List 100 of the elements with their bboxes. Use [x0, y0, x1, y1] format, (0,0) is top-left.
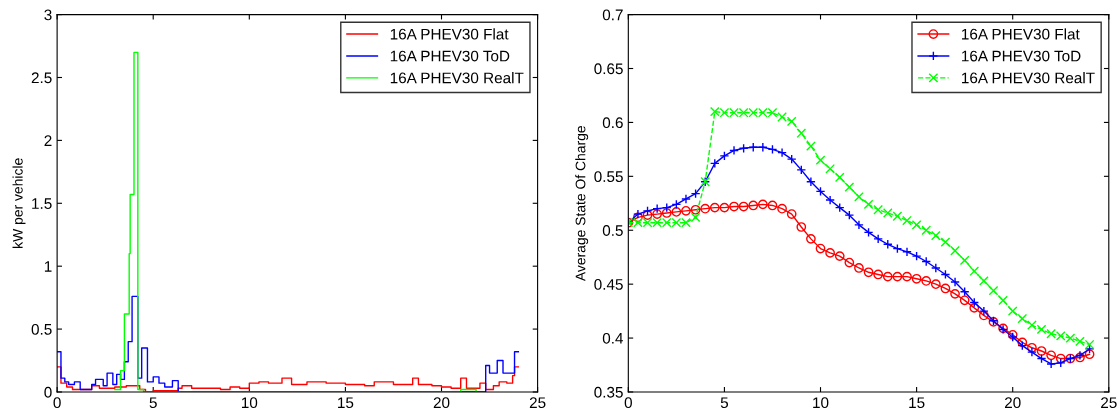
point: [719, 202, 730, 213]
point: [1046, 350, 1057, 361]
y-tick-label: 3: [44, 9, 52, 21]
point: [854, 219, 864, 230]
legend-label: 16A PHEV30 Flat: [962, 28, 1080, 40]
point: [825, 195, 835, 205]
y-tick-label: 0.5: [602, 225, 623, 236]
point: [854, 263, 864, 273]
point: [911, 273, 922, 284]
point: [729, 145, 739, 156]
point: [796, 165, 807, 175]
point: [642, 205, 653, 216]
point: [709, 202, 720, 213]
point: [1084, 339, 1095, 350]
point: [882, 208, 893, 218]
point: [786, 154, 797, 164]
point: [902, 246, 912, 257]
point: [671, 207, 682, 217]
point: [796, 128, 807, 139]
point: [873, 269, 884, 280]
point: [777, 112, 787, 122]
legend-label: 16A PHEV30 ToD: [390, 50, 510, 62]
point: [873, 234, 884, 244]
y-tick-label: 0.6: [602, 117, 623, 129]
point: [825, 163, 835, 174]
point: [1036, 324, 1047, 335]
point: [988, 285, 999, 296]
point: [911, 251, 922, 261]
point: [652, 209, 663, 219]
legend-label: 16A PHEV30 RealT: [962, 72, 1095, 84]
point: [700, 203, 711, 214]
point: [806, 176, 816, 187]
x-tick-label: 0: [624, 397, 632, 409]
y-tick-label: 1.5: [32, 198, 52, 209]
point: [873, 204, 884, 215]
point: [1055, 353, 1066, 364]
x-tick-label: 15: [909, 397, 925, 409]
point: [863, 267, 874, 278]
y-tick-label: 0: [44, 386, 52, 398]
point: [863, 199, 874, 210]
point: [690, 204, 701, 215]
point: [681, 194, 691, 204]
point: [911, 219, 922, 230]
y-tick-label: 0.45: [594, 279, 623, 290]
point: [652, 203, 663, 214]
point: [661, 208, 672, 218]
point: [825, 248, 835, 258]
point: [1007, 306, 1018, 316]
x-tick-label: 5: [720, 397, 729, 409]
point: [777, 147, 787, 158]
point: [902, 271, 912, 282]
point: [834, 172, 845, 183]
x-tick-label: 0: [53, 397, 61, 409]
point: [738, 201, 749, 212]
y-tick-label: 2: [44, 135, 52, 146]
point: [979, 306, 989, 316]
point: [959, 255, 970, 266]
y-tick-label: 0.5: [31, 323, 52, 335]
point: [1084, 349, 1095, 360]
point: [1027, 347, 1037, 357]
point: [786, 116, 797, 127]
point: [1036, 346, 1047, 356]
x-tick-label: 20: [1004, 397, 1021, 409]
point: [786, 209, 797, 219]
point: [959, 295, 970, 306]
point: [1017, 313, 1028, 324]
y-tick-label: 0.65: [594, 63, 623, 75]
x-tick-label: 10: [813, 397, 829, 409]
y-tick-label: 0.7: [602, 9, 623, 21]
x-tick-label: 25: [529, 397, 546, 409]
point: [815, 155, 826, 166]
y-tick-label: 2.5: [31, 72, 52, 84]
point: [806, 141, 816, 152]
point: [681, 205, 691, 216]
point: [902, 215, 912, 226]
x-tick-label: 20: [433, 397, 450, 409]
point: [757, 142, 768, 153]
point: [921, 225, 932, 236]
point: [815, 243, 826, 254]
point: [1027, 320, 1037, 330]
point: [796, 222, 807, 232]
y-tick-label: 0.55: [594, 171, 623, 183]
y-axis-title: Average State Of Charge: [575, 126, 589, 282]
point: [950, 288, 960, 299]
point: [969, 266, 980, 277]
point: [969, 303, 980, 313]
point: [921, 276, 932, 286]
point: [892, 211, 903, 222]
y-tick-label: 0.4: [602, 332, 624, 344]
y-axis-title: kW per vehicle: [12, 158, 26, 248]
point: [767, 200, 778, 211]
legend-label: 16A PHEV30 Flat: [390, 28, 509, 40]
point: [690, 212, 701, 223]
point: [854, 191, 864, 202]
point: [930, 230, 941, 241]
point: [979, 276, 989, 286]
point: [844, 210, 855, 221]
point: [719, 150, 730, 161]
point: [930, 263, 941, 273]
y-tick-label: 1: [44, 261, 52, 272]
